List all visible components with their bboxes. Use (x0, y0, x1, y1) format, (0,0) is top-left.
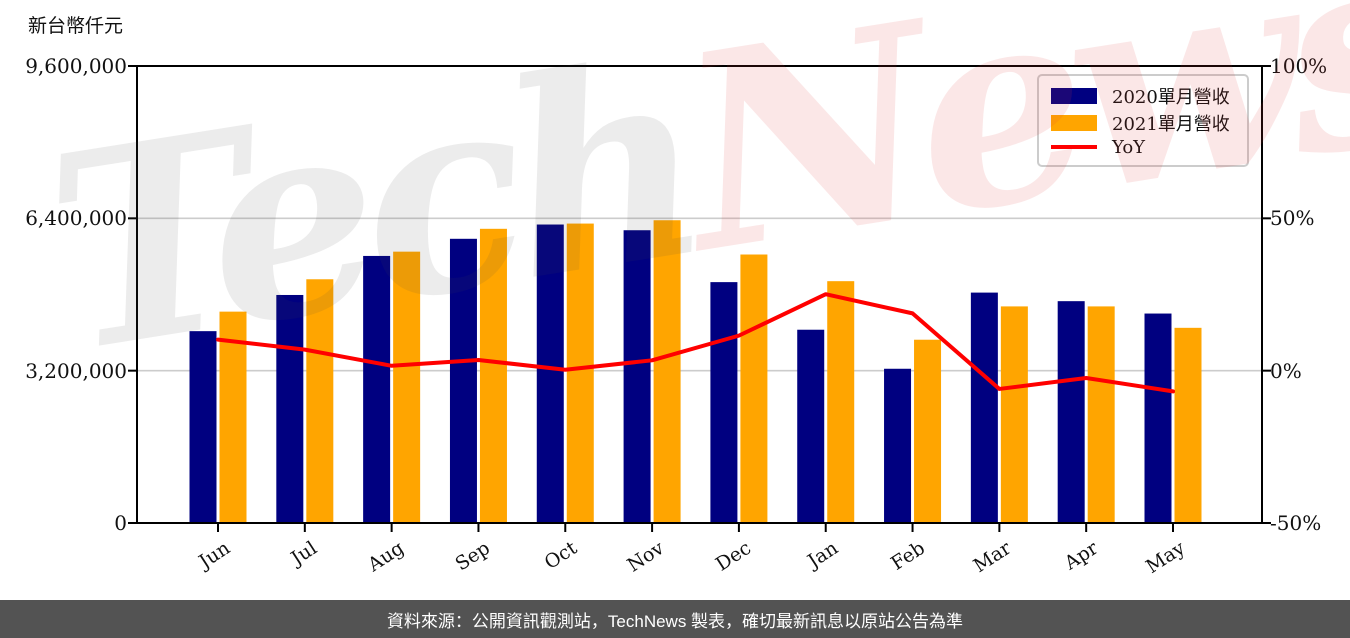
bar-2021單月營收-Aug (393, 251, 421, 523)
bar-2020單月營收-Oct (536, 224, 564, 523)
bar-2020單月營收-Apr (1057, 301, 1085, 523)
legend-swatch-2020 (1051, 88, 1097, 105)
bar-2021單月營收-Jan (827, 281, 855, 523)
bar-2021單月營收-Jul (306, 279, 334, 523)
bar-2020單月營收-Mar (970, 292, 998, 523)
y-axis-tick-9,600,000: 9,600,000 (25, 54, 127, 78)
bar-2020單月營收-May (1144, 313, 1172, 523)
bar-2021單月營收-Dec (740, 254, 768, 523)
y-axis-unit-label: 新台幣仟元 (28, 15, 124, 37)
legend-label-yoy: YoY (1112, 136, 1146, 158)
bar-2020單月營收-Feb (884, 368, 912, 523)
bar-2020單月營收-Jan (797, 329, 825, 523)
y-axis-tick-0: 0 (114, 511, 127, 535)
bar-2020單月營收-Dec (710, 282, 738, 523)
bar-2021單月營收-Oct (566, 223, 594, 523)
bar-2020單月營收-Jun (189, 331, 217, 523)
legend-item-2020: 2020單月營收 (1051, 83, 1235, 109)
bar-2020單月營收-Jul (276, 294, 304, 523)
y-axis-tick-6,400,000: 6,400,000 (25, 206, 127, 231)
right-axis-tick-100%: 100% (1270, 54, 1328, 78)
right-axis-tick-0%: 0% (1270, 358, 1302, 383)
right-axis-tick-50%: 50% (1270, 206, 1315, 231)
legend-swatch-2021 (1051, 114, 1097, 131)
bar-2021單月營收-Jun (219, 311, 247, 523)
revenue-yoy-chart (128, 65, 1271, 532)
bar-2021單月營收-Apr (1087, 306, 1115, 523)
plot-frame (136, 65, 1263, 524)
source-caption-text: 資料來源：公開資訊觀測站，TechNews 製表，確切最新訊息以原站公告為準 (386, 611, 964, 631)
legend-item-2021: 2021單月營收 (1051, 110, 1235, 136)
bar-2021單月營收-Nov (653, 220, 681, 524)
legend-label-2021: 2021單月營收 (1112, 113, 1230, 135)
yoy-line (216, 292, 1175, 394)
bar-2020單月營收-Nov (623, 230, 651, 523)
right-axis-tick--50%: -50% (1270, 511, 1322, 535)
y-axis-tick-3,200,000: 3,200,000 (25, 358, 127, 383)
source-caption-bar: 資料來源：公開資訊觀測站，TechNews 製表，確切最新訊息以原站公告為準 (0, 600, 1350, 638)
bar-2020單月營收-Sep (449, 238, 477, 523)
bar-2020單月營收-Aug (363, 255, 391, 524)
bar-2021單月營收-May (1174, 327, 1202, 523)
legend-item-yoy: YoY (1051, 137, 1235, 158)
bar-2021單月營收-Sep (479, 228, 507, 523)
legend-label-2020: 2020單月營收 (1112, 87, 1230, 109)
legend-line-yoy (1051, 145, 1097, 150)
chart-legend: 2020單月營收 2021單月營收 YoY (1037, 74, 1249, 167)
bar-2021單月營收-Mar (1000, 306, 1028, 523)
bar-2021單月營收-Feb (914, 339, 942, 523)
